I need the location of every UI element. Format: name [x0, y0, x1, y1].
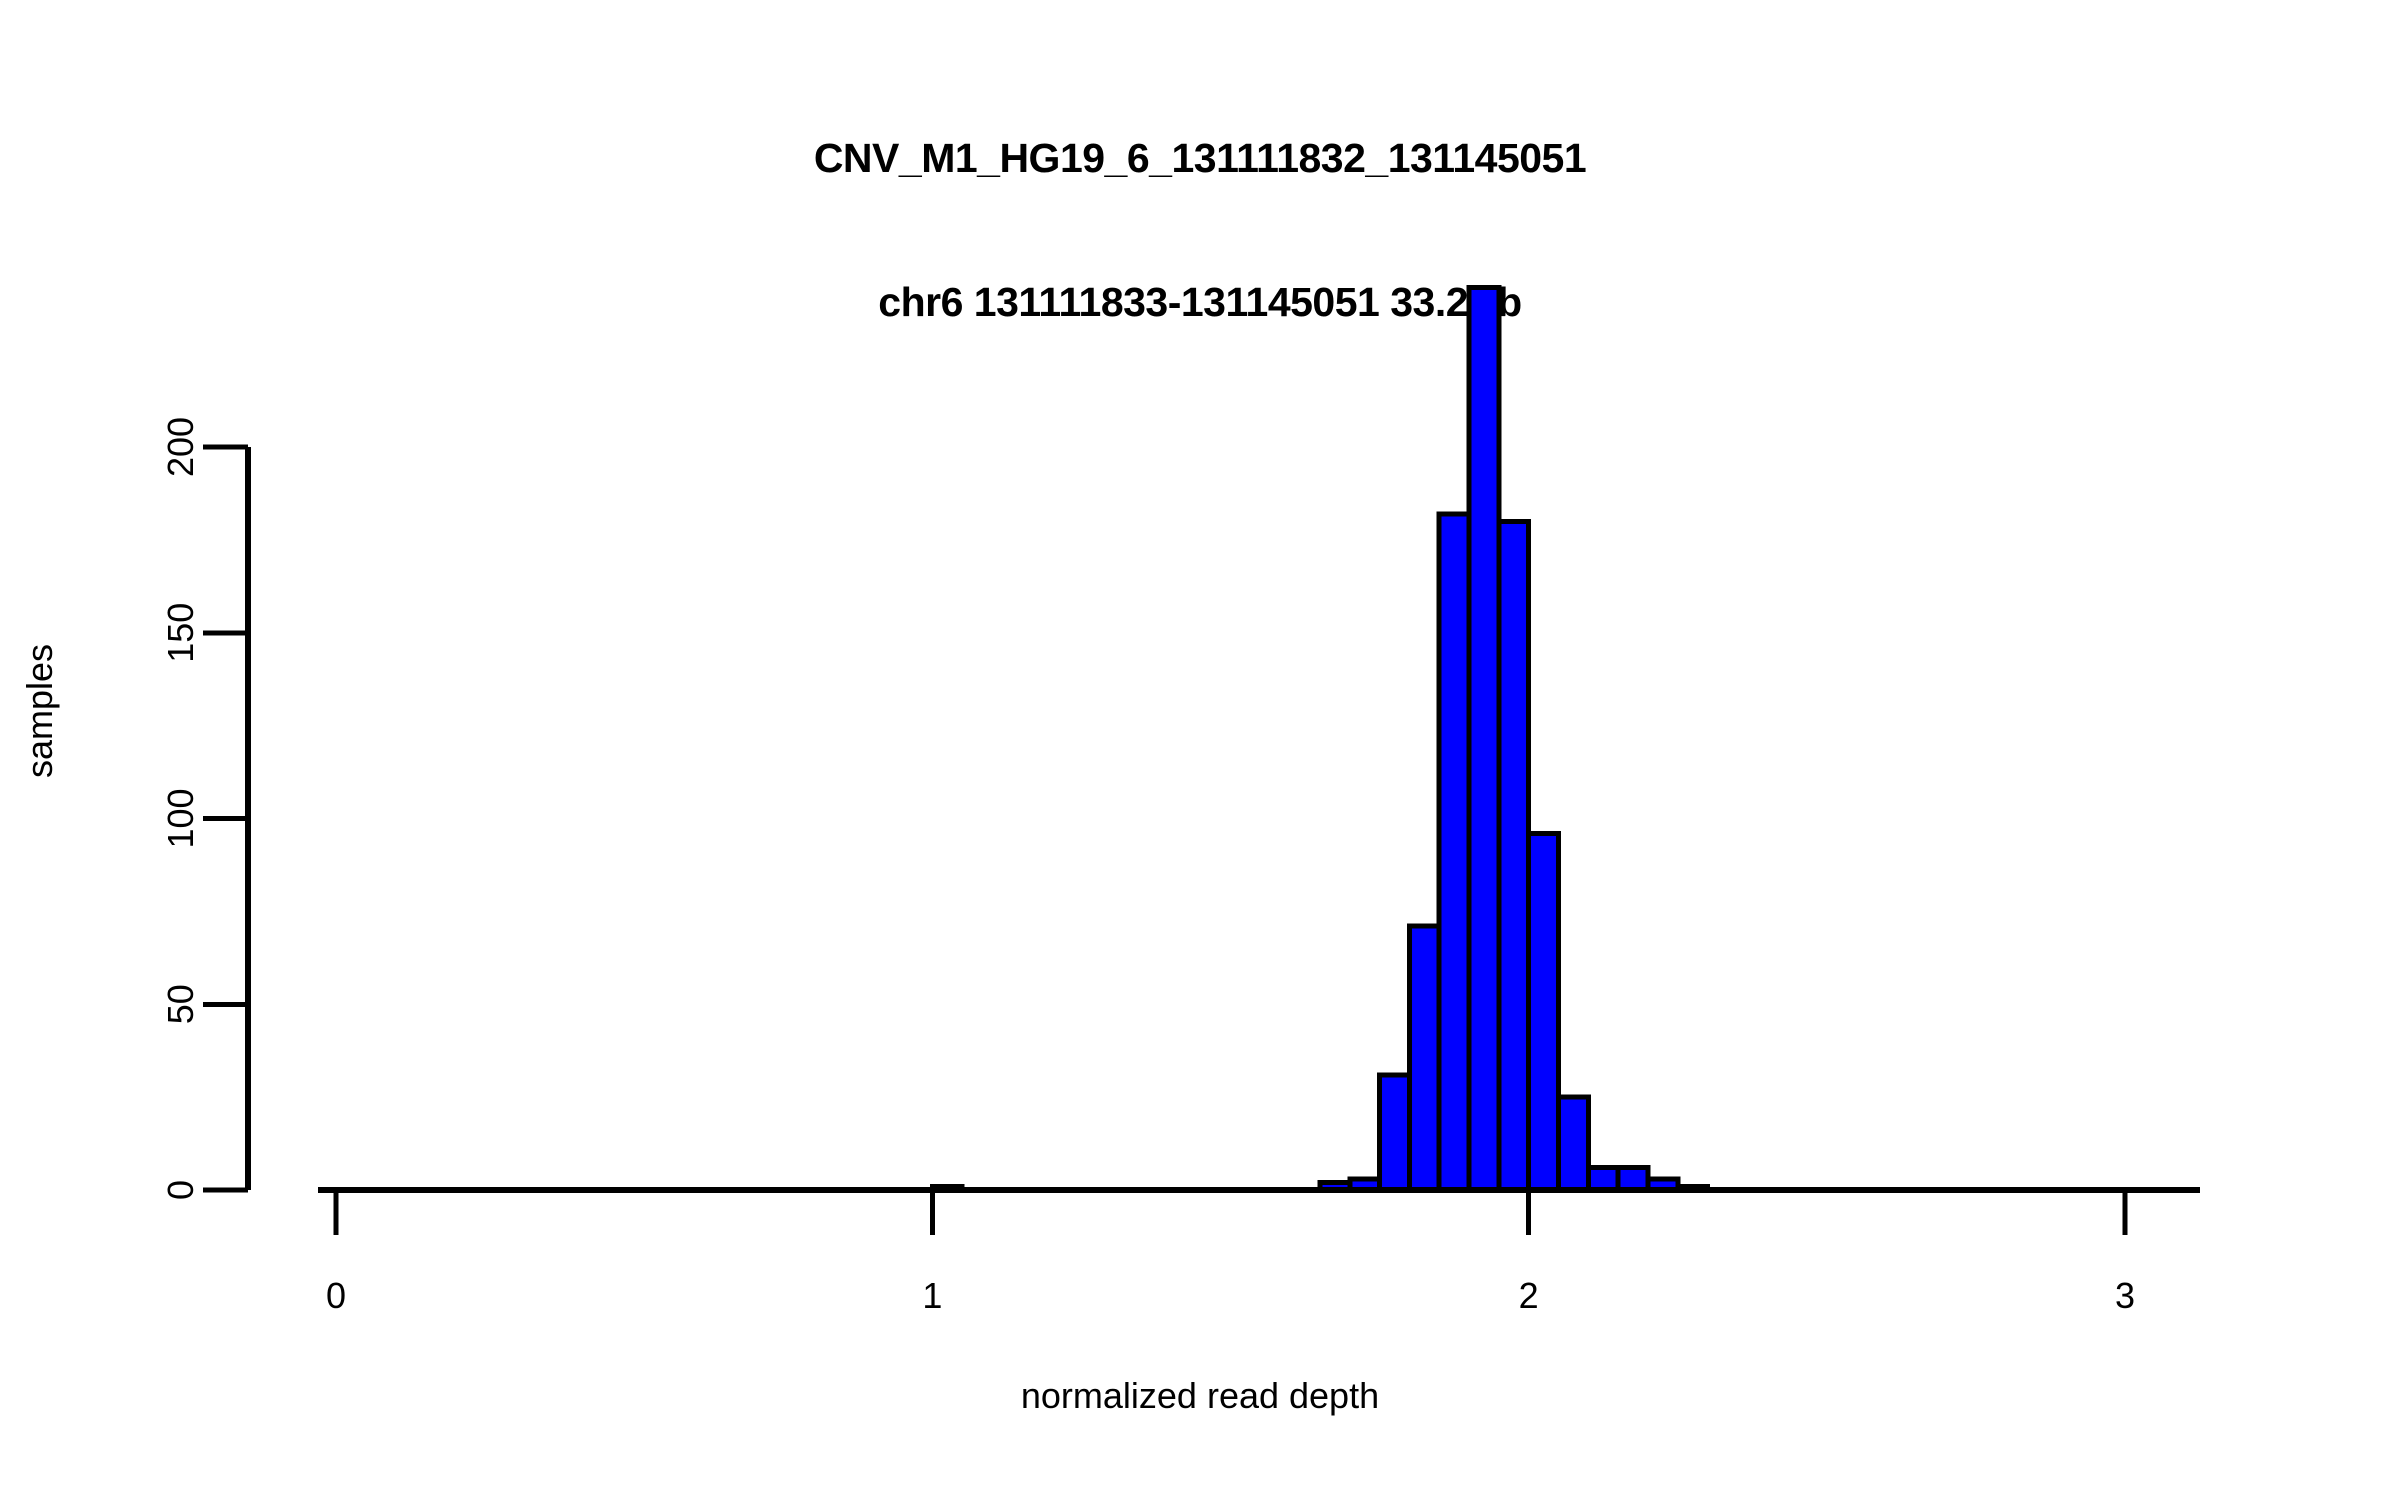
histogram-bar [1526, 830, 1561, 1193]
y-tick-label: 0 [160, 1180, 201, 1200]
y-axis: 0 50 100 150 200 [160, 417, 251, 1200]
histogram-bar [1347, 1176, 1383, 1193]
histogram-bar [1406, 923, 1442, 1193]
y-axis-label: samples [19, 643, 60, 779]
x-axis: 0 1 2 3 [318, 1187, 2200, 1316]
histogram-bar [1466, 284, 1502, 1193]
y-tick-label: 200 [160, 417, 201, 477]
histogram-bar [929, 1183, 965, 1193]
y-tick-label: 50 [160, 984, 201, 1024]
histogram-bar [1675, 1183, 1711, 1193]
histogram-bar [1585, 1165, 1621, 1193]
chart-title: CNV_M1_HG19_6_131111832_131145051 chr6 1… [0, 38, 2400, 422]
histogram-bars [929, 284, 1711, 1193]
x-tick-label: 1 [922, 1275, 942, 1316]
chart-title-line-1: CNV_M1_HG19_6_131111832_131145051 [813, 135, 1587, 181]
histogram-bar [1645, 1176, 1681, 1193]
histogram-bar [1317, 1180, 1353, 1193]
y-tick-label: 150 [160, 603, 201, 663]
x-tick-label: 0 [326, 1275, 346, 1316]
histogram-bar [1377, 1072, 1412, 1193]
x-axis-label: normalized read depth [1020, 1375, 1380, 1416]
x-tick-label: 3 [2115, 1275, 2135, 1316]
histogram-bar [1555, 1094, 1591, 1193]
histogram-bar [1436, 511, 1472, 1193]
x-tick-label: 2 [1519, 1275, 1539, 1316]
chart-title-line-2: chr6 131111833-131145051 33.2Kb [878, 279, 1522, 325]
histogram-bar [1496, 518, 1532, 1193]
y-tick-label: 100 [160, 788, 201, 848]
histogram-bar [1615, 1165, 1651, 1193]
